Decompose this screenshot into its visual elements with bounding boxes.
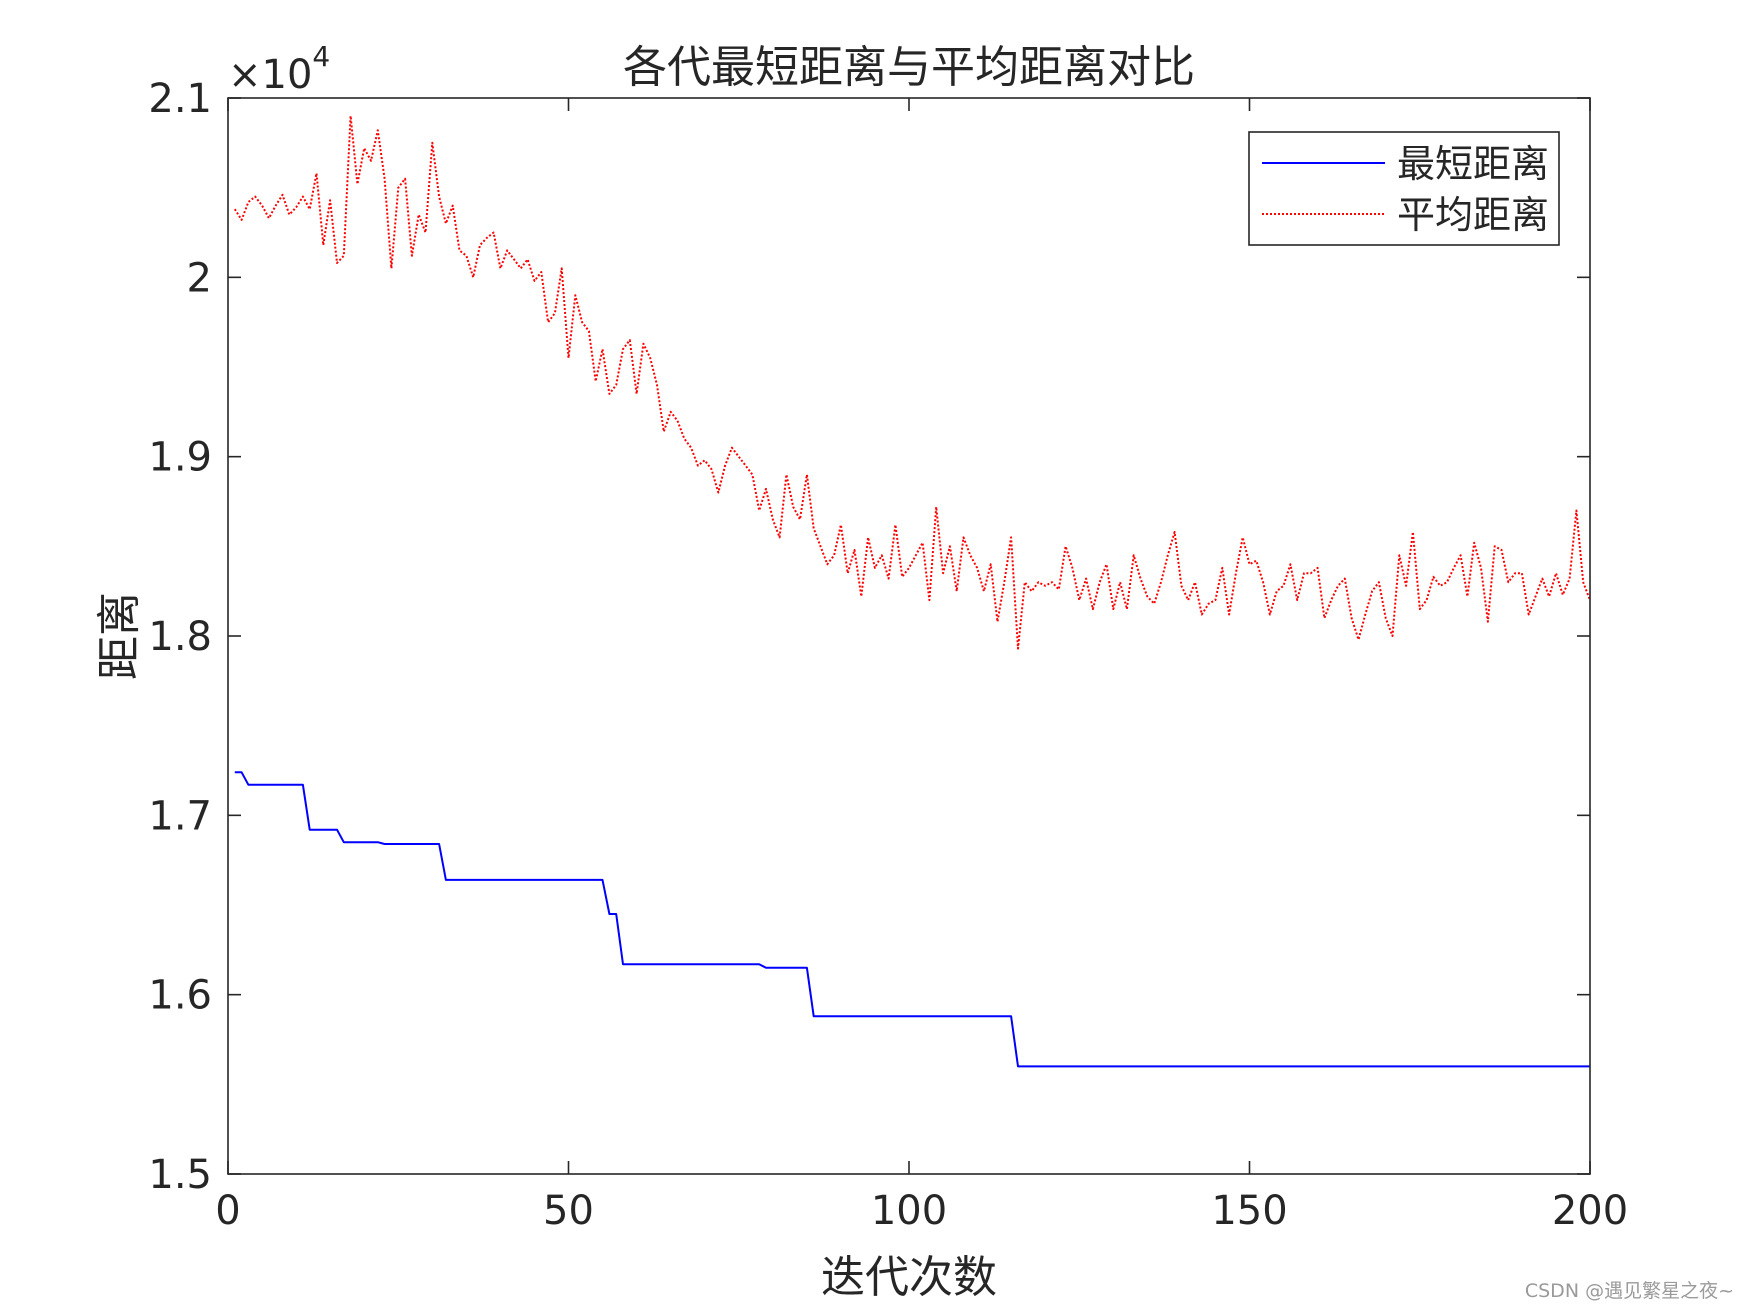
y-tick-label: 1.7 bbox=[148, 793, 212, 839]
series-line-average bbox=[233, 114, 1591, 650]
series-line-shortest bbox=[234, 771, 1590, 1068]
plot-area bbox=[228, 98, 1590, 1174]
x-tick-label: 150 bbox=[1211, 1188, 1287, 1234]
plot-background bbox=[228, 98, 1590, 1174]
y-multiplier: ×104 bbox=[228, 40, 330, 98]
x-tick-label: 50 bbox=[543, 1188, 594, 1234]
y-tick-label: 2 bbox=[187, 255, 212, 301]
x-tick-label: 100 bbox=[871, 1188, 947, 1234]
legend-box bbox=[1248, 131, 1560, 246]
watermark: CSDN @遇见繁星之夜~ bbox=[1524, 1280, 1734, 1302]
legend-label-shortest: 最短距离 bbox=[1397, 142, 1549, 186]
y-multiplier-exponent: 4 bbox=[312, 40, 330, 73]
legend: 最短距离 平均距离 bbox=[1248, 131, 1560, 246]
x-tick-label: 0 bbox=[215, 1188, 240, 1234]
series-layer bbox=[233, 114, 1591, 1068]
y-tick-label: 1.5 bbox=[148, 1152, 212, 1198]
y-tick-label: 2.1 bbox=[148, 76, 212, 122]
y-tick-label: 1.6 bbox=[148, 973, 212, 1019]
chart-title: 各代最短距离与平均距离对比 bbox=[623, 42, 1195, 93]
y-multiplier-base: ×10 bbox=[228, 52, 312, 98]
y-tick-label: 1.9 bbox=[148, 435, 212, 481]
legend-label-average: 平均距离 bbox=[1397, 193, 1549, 237]
ticks-layer bbox=[227, 97, 1591, 1175]
x-tick-labels: 0 50 100 150 200 bbox=[215, 1188, 1628, 1234]
x-axis-label: 迭代次数 bbox=[821, 1252, 997, 1303]
x-tick-label: 200 bbox=[1552, 1188, 1628, 1234]
y-axis-label: 距离 bbox=[94, 592, 145, 680]
y-tick-labels: 1.5 1.6 1.7 1.8 1.9 2 2.1 bbox=[148, 76, 212, 1198]
y-tick-label: 1.8 bbox=[148, 614, 212, 660]
